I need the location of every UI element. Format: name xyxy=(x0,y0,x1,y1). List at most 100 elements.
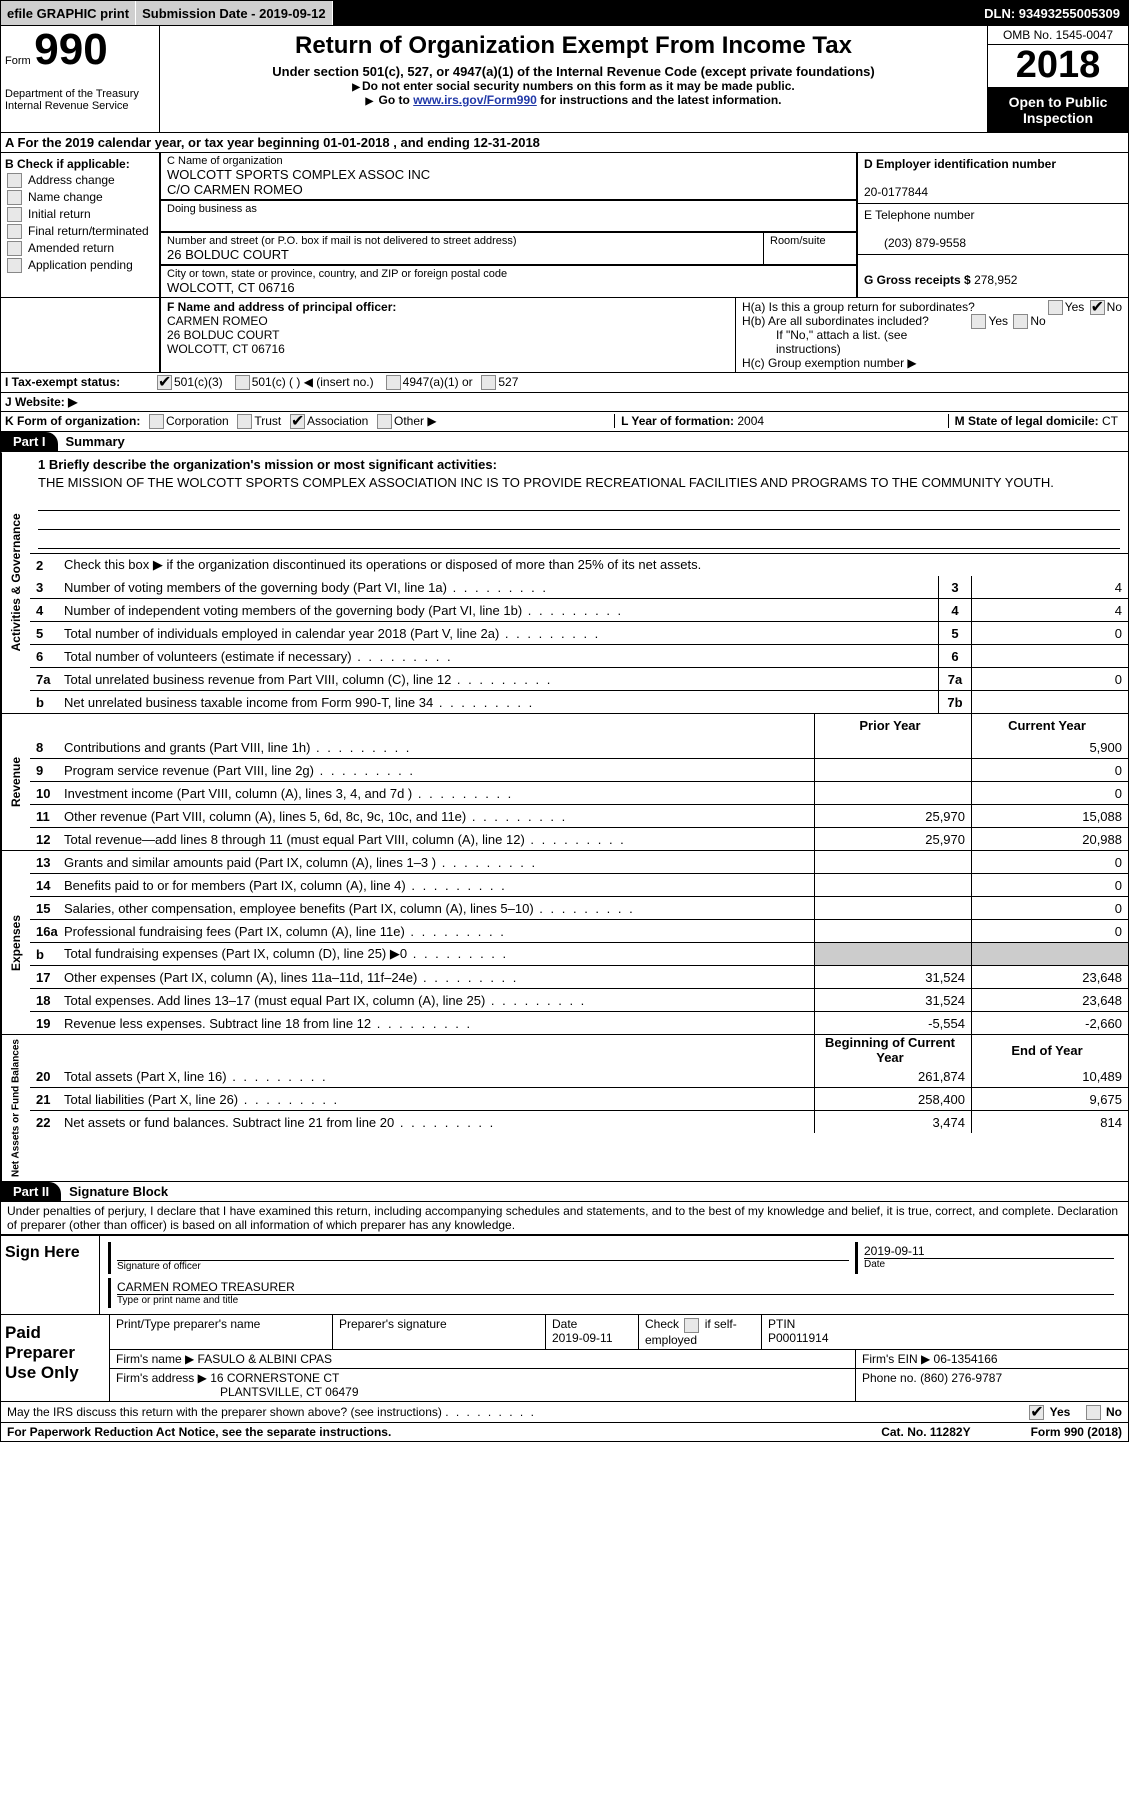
omb-number: OMB No. 1545-0047 xyxy=(988,26,1128,45)
i-501c-chk[interactable] xyxy=(235,375,250,390)
ein-value: 20-0177844 xyxy=(864,185,928,199)
netassets-vlabel: Net Assets or Fund Balances xyxy=(1,1035,30,1181)
i-4947-chk[interactable] xyxy=(386,375,401,390)
city-value: WOLCOTT, CT 06716 xyxy=(167,280,850,295)
firm-ein-value: 06-1354166 xyxy=(934,1352,998,1366)
footer-right: Form 990 (2018) xyxy=(1031,1425,1122,1439)
chk-name[interactable]: Name change xyxy=(5,190,155,205)
gov-line-4: 4Number of independent voting members of… xyxy=(30,598,1128,621)
gov-line-3: 3Number of voting members of the governi… xyxy=(30,576,1128,598)
discuss-yes: Yes xyxy=(1050,1405,1071,1419)
gov-line-b: bNet unrelated business taxable income f… xyxy=(30,690,1128,713)
j-label: J Website: ▶ xyxy=(5,395,77,409)
header-left: Form 990 Department of the Treasury Inte… xyxy=(1,26,160,132)
i-4947: 4947(a)(1) or xyxy=(403,375,473,389)
netassets-header-row: Beginning of Current Year End of Year xyxy=(30,1035,1128,1065)
hb-yes-chk[interactable] xyxy=(971,314,986,329)
k-year: L Year of formation: 2004 xyxy=(614,414,770,428)
rev-line-8: 8Contributions and grants (Part VIII, li… xyxy=(30,736,1128,758)
hb-no-chk[interactable] xyxy=(1013,314,1028,329)
i-501c3-chk[interactable] xyxy=(157,375,172,390)
i-527-chk[interactable] xyxy=(481,375,496,390)
b-title: B Check if applicable: xyxy=(5,157,155,171)
discuss-yes-chk[interactable] xyxy=(1029,1405,1044,1420)
end-year-hdr: End of Year xyxy=(971,1035,1128,1065)
prior-year-hdr: Prior Year xyxy=(814,714,971,736)
officer-city: WOLCOTT, CT 06716 xyxy=(167,342,285,356)
k-other-chk[interactable] xyxy=(377,414,392,429)
preparer-grid: Print/Type preparer's name Preparer's si… xyxy=(110,1315,1128,1400)
k-assoc-chk[interactable] xyxy=(290,414,305,429)
exp-line-15: 15Salaries, other compensation, employee… xyxy=(30,896,1128,919)
expenses-lines: 13Grants and similar amounts paid (Part … xyxy=(30,851,1128,1034)
m-state-label: M State of legal domicile: xyxy=(955,414,1102,428)
k-corp-chk[interactable] xyxy=(149,414,164,429)
part1-badge: Part I xyxy=(1,432,58,451)
expenses-section: Expenses 13Grants and similar amounts pa… xyxy=(0,851,1129,1035)
may-discuss-row: May the IRS discuss this return with the… xyxy=(0,1402,1129,1423)
form-header: Form 990 Department of the Treasury Inte… xyxy=(0,26,1129,133)
netassets-section: Net Assets or Fund Balances Beginning of… xyxy=(0,1035,1129,1182)
chk-amended-label: Amended return xyxy=(28,241,114,255)
header-center: Return of Organization Exempt From Incom… xyxy=(160,26,987,132)
revenue-header-row: Prior Year Current Year xyxy=(30,714,1128,736)
firm-phone-value: (860) 276-9787 xyxy=(920,1371,1002,1385)
q2-text: Check this box ▶ if the organization dis… xyxy=(64,557,1128,573)
org-name-2: C/O CARMEN ROMEO xyxy=(167,182,850,197)
rev-line-12: 12Total revenue—add lines 8 through 11 (… xyxy=(30,827,1128,850)
hc-label: H(c) Group exemption number ▶ xyxy=(742,356,1122,370)
gov-line-5: 5Total number of individuals employed in… xyxy=(30,621,1128,644)
ha-label: H(a) Is this a group return for subordin… xyxy=(742,300,975,314)
i-label: I Tax-exempt status: xyxy=(5,375,155,389)
hb-yes: Yes xyxy=(988,314,1008,328)
dept-treasury: Department of the Treasury xyxy=(5,88,139,100)
chk-amended[interactable]: Amended return xyxy=(5,241,155,256)
expenses-vlabel: Expenses xyxy=(1,851,30,1034)
net-line-21: 21Total liabilities (Part X, line 26)258… xyxy=(30,1087,1128,1110)
chk-address[interactable]: Address change xyxy=(5,173,155,188)
ptin-label: PTIN xyxy=(768,1317,795,1331)
line-2: 2 Check this box ▶ if the organization d… xyxy=(30,553,1128,576)
ha-row: H(a) Is this a group return for subordin… xyxy=(742,300,1122,314)
k-other: Other ▶ xyxy=(394,414,437,428)
chk-final[interactable]: Final return/terminated xyxy=(5,224,155,239)
part1-header: Part I Summary xyxy=(0,432,1129,452)
chk-address-label: Address change xyxy=(28,173,115,187)
hb-note: If "No," attach a list. (see instruction… xyxy=(742,328,1122,356)
k-trust-chk[interactable] xyxy=(237,414,252,429)
gross-cell: G Gross receipts $ 278,952 xyxy=(858,255,1128,291)
sign-here-label: Sign Here xyxy=(1,1236,100,1314)
l-year-label: L Year of formation: xyxy=(621,414,737,428)
rev-line-9: 9Program service revenue (Part VIII, lin… xyxy=(30,758,1128,781)
chk-final-label: Final return/terminated xyxy=(28,224,149,238)
officer-name: CARMEN ROMEO xyxy=(167,314,268,328)
footer-left: For Paperwork Reduction Act Notice, see … xyxy=(7,1425,391,1439)
sig-date: 2019-09-11 xyxy=(864,1244,1114,1258)
discuss-text: May the IRS discuss this return with the… xyxy=(7,1405,442,1419)
footer-mid: Cat. No. 11282Y xyxy=(881,1425,970,1439)
k-state: M State of legal domicile: CT xyxy=(948,414,1124,428)
self-employed-chk[interactable] xyxy=(684,1318,699,1333)
ha-yes-chk[interactable] xyxy=(1048,300,1063,315)
chk-initial[interactable]: Initial return xyxy=(5,207,155,222)
ha-no-chk[interactable] xyxy=(1090,300,1105,315)
k-trust: Trust xyxy=(254,414,281,428)
part2-header: Part II Signature Block xyxy=(0,1182,1129,1202)
firm-name-cell: Firm's name ▶ FASULO & ALBINI CPAS xyxy=(110,1350,856,1368)
rev-line-11: 11Other revenue (Part VIII, column (A), … xyxy=(30,804,1128,827)
chk-pending[interactable]: Application pending xyxy=(5,258,155,273)
irs-link[interactable]: www.irs.gov/Form990 xyxy=(413,93,537,107)
i-501c3: 501(c)(3) xyxy=(174,375,223,389)
form-label: Form xyxy=(5,55,31,67)
gross-label: G Gross receipts $ xyxy=(864,273,974,287)
exp-line-16a: 16aProfessional fundraising fees (Part I… xyxy=(30,919,1128,942)
firm-addr2: PLANTSVILLE, CT 06479 xyxy=(116,1385,359,1399)
phone-cell: E Telephone number (203) 879-9558 xyxy=(858,204,1128,255)
beg-year-hdr: Beginning of Current Year xyxy=(814,1035,971,1065)
sig-name: CARMEN ROMEO TREASURER xyxy=(117,1280,1114,1294)
discuss-no-chk[interactable] xyxy=(1086,1405,1101,1420)
column-right: D Employer identification number 20-0177… xyxy=(856,153,1128,297)
curr-year-hdr: Current Year xyxy=(971,714,1128,736)
ein-label: D Employer identification number xyxy=(864,157,1056,171)
net-line-22: 22Net assets or fund balances. Subtract … xyxy=(30,1110,1128,1133)
